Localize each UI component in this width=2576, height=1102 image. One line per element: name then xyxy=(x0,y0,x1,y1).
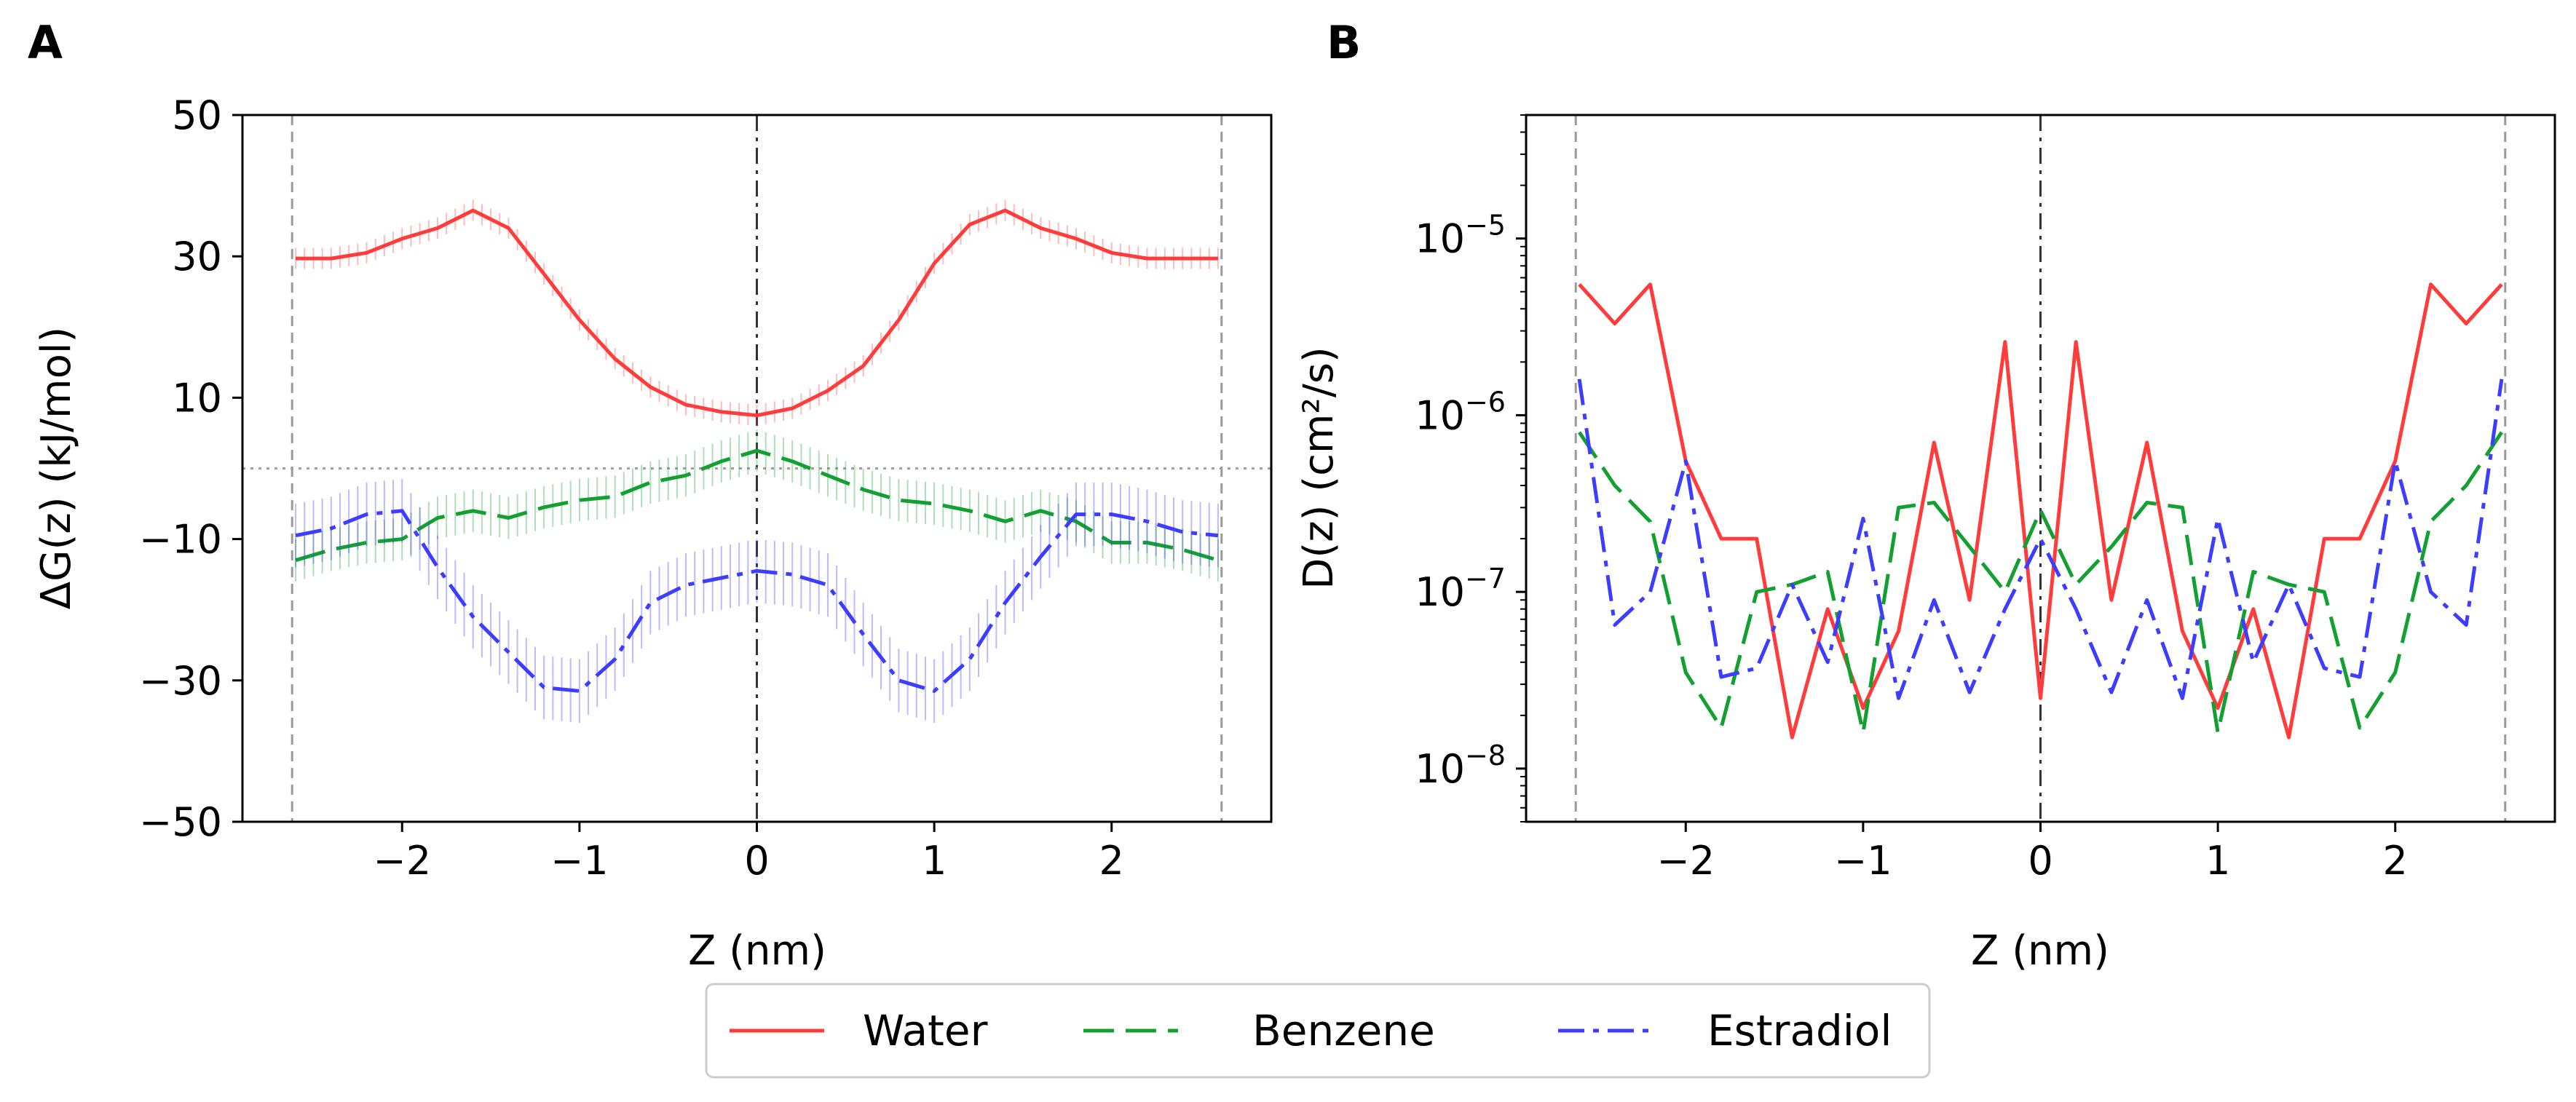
panel-b-ticks: −2 −1 0 1 2 10−5 10−6 10−7 10−8 xyxy=(1415,114,2408,884)
panel-b-xtick-label: −2 xyxy=(1656,838,1715,884)
panel-b-xtick-label: 1 xyxy=(2205,838,2230,884)
panel-b-xtick-label: −1 xyxy=(1834,838,1892,884)
legend-label-estradiol: Estradiol xyxy=(1707,1006,1892,1055)
panel-a-ytick-label: −10 xyxy=(139,517,222,563)
panel-b-ytick-label: 10−6 xyxy=(1415,386,1506,438)
panel-a-xtick-label: 1 xyxy=(922,838,947,884)
panel-a-ytick-label: 30 xyxy=(172,234,222,280)
panel-a-ylabel: ΔG(z) (kJ/mol) xyxy=(33,327,80,609)
panel-a-xtick-label: 0 xyxy=(744,838,769,884)
panel-a-series-benzene xyxy=(295,448,1219,563)
panel-b-series-benzene xyxy=(1578,431,2503,734)
panel-a-xtick-label: 2 xyxy=(1099,838,1124,884)
legend-label-benzene: Benzene xyxy=(1252,1006,1435,1055)
panel-b-ytick-label: 10−5 xyxy=(1415,210,1506,262)
panel-b-chart: −2 −1 0 1 2 10−5 10−6 10−7 10−8 Z (nm) D(z) (cm²… xyxy=(1295,114,2556,975)
legend: Water Benzene Estradiol xyxy=(705,983,1931,1079)
panel-a-xlabel: Z (nm) xyxy=(688,927,826,975)
panel-a-series xyxy=(295,199,1219,724)
panel-letter-b: B xyxy=(1327,16,1361,69)
panel-a-ytick-label: −30 xyxy=(139,658,222,704)
legend-label-water: Water xyxy=(863,1006,988,1055)
legend-box xyxy=(705,983,1931,1079)
panel-b-series-water xyxy=(1578,282,2503,740)
panel-b-series-estradiol xyxy=(1577,378,2504,700)
panel-b-ytick-label: 10−7 xyxy=(1415,563,1506,615)
panel-a-xtick-label: −1 xyxy=(550,838,609,884)
panel-b-ytick-label: 10−8 xyxy=(1415,740,1506,792)
panel-b-xtick-label: 0 xyxy=(2028,838,2052,884)
panel-b-xtick-label: 2 xyxy=(2383,838,2408,884)
panel-a-reference-lines xyxy=(242,115,1271,822)
panel-a-series-estradiol xyxy=(295,509,1219,693)
panel-a-series-water xyxy=(296,208,1218,418)
panel-a-ytick-label: 50 xyxy=(172,92,222,138)
panel-a-xtick-label: −2 xyxy=(373,838,431,884)
panel-b-xlabel: Z (nm) xyxy=(1971,927,2109,975)
panel-b-reference-lines xyxy=(1574,115,2507,822)
panel-letter-a: A xyxy=(28,16,63,69)
panel-a-ytick-label: 10 xyxy=(172,375,222,421)
panel-b-series xyxy=(1577,282,2504,740)
panel-b-ylabel: D(z) (cm²/s) xyxy=(1295,346,1343,590)
panel-a-ytick-label: −50 xyxy=(139,799,222,845)
